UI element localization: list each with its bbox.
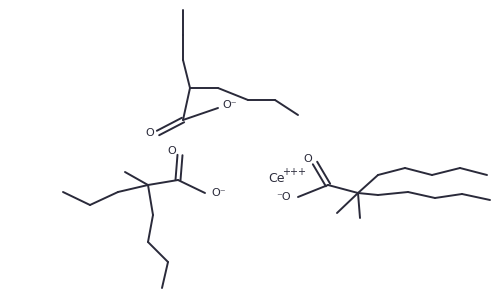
Text: O: O — [304, 154, 313, 164]
Text: O: O — [146, 128, 155, 138]
Text: O⁻: O⁻ — [212, 188, 226, 198]
Text: O⁻: O⁻ — [223, 100, 237, 110]
Text: O: O — [167, 146, 176, 156]
Text: Ce: Ce — [268, 171, 284, 184]
Text: +++: +++ — [282, 167, 306, 177]
Text: ⁻O: ⁻O — [277, 192, 291, 202]
